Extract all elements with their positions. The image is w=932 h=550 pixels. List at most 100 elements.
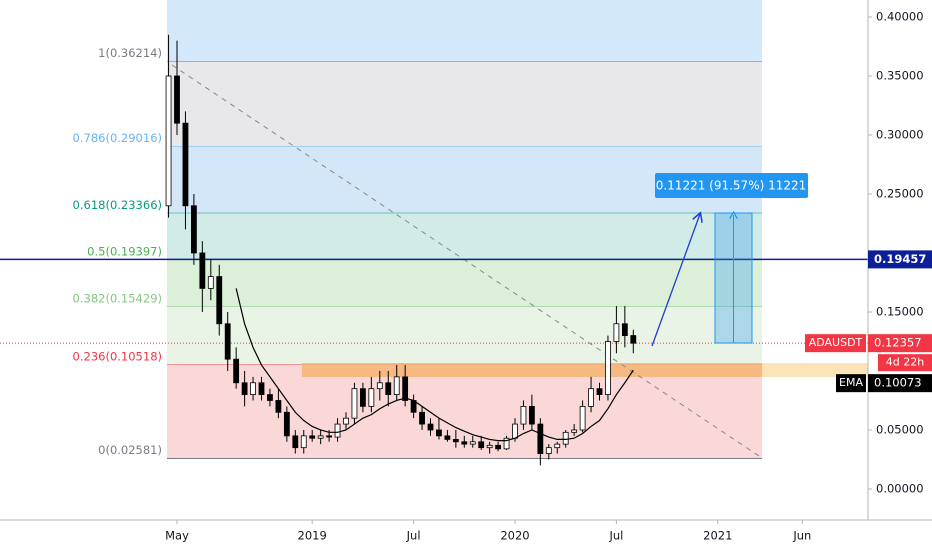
candle-body: [317, 435, 324, 439]
candle-body: [385, 382, 392, 395]
ema-value-tag: [868, 374, 932, 393]
fib-zone: [167, 213, 762, 261]
x-tick-label: 2020: [500, 529, 529, 543]
candle-body: [216, 276, 223, 325]
fib-label: 0.5(0.19397): [87, 245, 162, 259]
candle-body: [309, 435, 316, 439]
candle-body: [182, 122, 189, 207]
candle-body: [351, 388, 358, 419]
candle-body: [588, 388, 594, 407]
last-price-tag: [868, 334, 932, 353]
candle-body: [419, 411, 425, 425]
y-tick-label: 0.00000: [876, 481, 924, 495]
candle-body: [562, 431, 569, 445]
symbol-tag: [805, 334, 866, 353]
x-tick-label: Jul: [608, 529, 623, 543]
fib-zone: [167, 0, 762, 62]
y-tick-label: 0.05000: [876, 422, 924, 436]
y-tick-label: 0.25000: [876, 186, 924, 200]
measure-label: 0.11221 (91.57%) 11221: [656, 179, 807, 193]
symbol-label: ADAUSDT: [809, 336, 863, 349]
x-tick-label: Jun: [792, 529, 811, 543]
candle-body: [529, 405, 535, 425]
fib-label: 1(0.36214): [98, 46, 162, 60]
candle-body: [630, 335, 637, 344]
candle-body: [452, 439, 459, 443]
projection-arrow: [651, 214, 700, 347]
candle-body: [165, 75, 172, 207]
candle-body: [190, 205, 197, 254]
x-tick-label: May: [165, 529, 189, 543]
zone-extension: [762, 363, 868, 377]
candle-body: [174, 75, 180, 124]
fib-label: 0.786(0.29016): [73, 131, 162, 145]
fib-zone: [167, 61, 762, 147]
candle-body: [368, 388, 375, 407]
fib-label: 0.382(0.15429): [73, 291, 162, 305]
candle-body: [461, 441, 468, 445]
candle-body: [283, 411, 290, 437]
horizontal-line-tag: [868, 250, 932, 269]
candle-body: [478, 441, 485, 449]
fib-zone: [167, 306, 762, 365]
candle-body: [427, 423, 434, 431]
candle-body: [512, 423, 518, 439]
countdown: 4d 22h: [886, 356, 924, 369]
candle-body: [359, 388, 366, 407]
ema-name: EMA: [839, 376, 863, 389]
measure-label-box: [655, 173, 808, 198]
last-price-value: 0.12357: [874, 336, 922, 350]
candle-body: [486, 444, 493, 449]
candle-body: [571, 429, 578, 433]
candle-body: [376, 382, 383, 390]
candle-body: [469, 441, 476, 445]
candle-body: [326, 435, 333, 438]
candle-body: [444, 435, 451, 440]
candle-body: [503, 437, 510, 450]
x-tick-label: 2021: [703, 529, 732, 543]
fib-label: 0.618(0.23366): [73, 198, 162, 212]
candle-body: [596, 388, 603, 395]
candle-body: [520, 405, 527, 425]
horizontal-line-value: 0.19457: [874, 252, 926, 266]
candle-body: [436, 429, 442, 437]
y-tick-label: 0.30000: [876, 127, 924, 141]
x-tick-label: 2019: [298, 529, 327, 543]
y-tick-label: 0.35000: [876, 68, 924, 82]
candle-body: [224, 323, 231, 360]
candle-body: [393, 376, 400, 395]
ema-name-tag: [836, 374, 866, 393]
candle-body: [343, 417, 349, 425]
candle-body: [258, 382, 265, 395]
candle-body: [241, 382, 248, 395]
support-zone: [302, 363, 762, 377]
candle-body: [207, 276, 214, 289]
candle-body: [495, 444, 502, 450]
y-tick-label: 0.15000: [876, 304, 924, 318]
candle-body: [545, 447, 552, 454]
candle-body: [250, 382, 256, 395]
candle-body: [199, 252, 206, 289]
fib-label: 0.236(0.10518): [73, 349, 162, 363]
fib-zone: [167, 260, 762, 307]
candle-body: [402, 376, 409, 401]
candle-body: [621, 323, 628, 336]
x-tick-label: Jul: [406, 529, 421, 543]
candle-body: [554, 443, 561, 449]
candle-body: [579, 405, 586, 431]
candle-body: [292, 435, 299, 449]
fib-label: 0(0.02581): [98, 443, 162, 457]
candle-body: [275, 400, 282, 413]
ema-value: 0.10073: [874, 376, 922, 390]
candle-body: [233, 358, 240, 384]
trend-line: [171, 64, 763, 459]
candle-body: [334, 423, 341, 438]
ema-line: [235, 288, 634, 442]
candle-body: [613, 323, 620, 342]
countdown-tag: [878, 354, 932, 372]
candle-body: [537, 423, 544, 454]
y-tick-label: 0.40000: [876, 9, 924, 23]
candle-body: [300, 435, 307, 449]
